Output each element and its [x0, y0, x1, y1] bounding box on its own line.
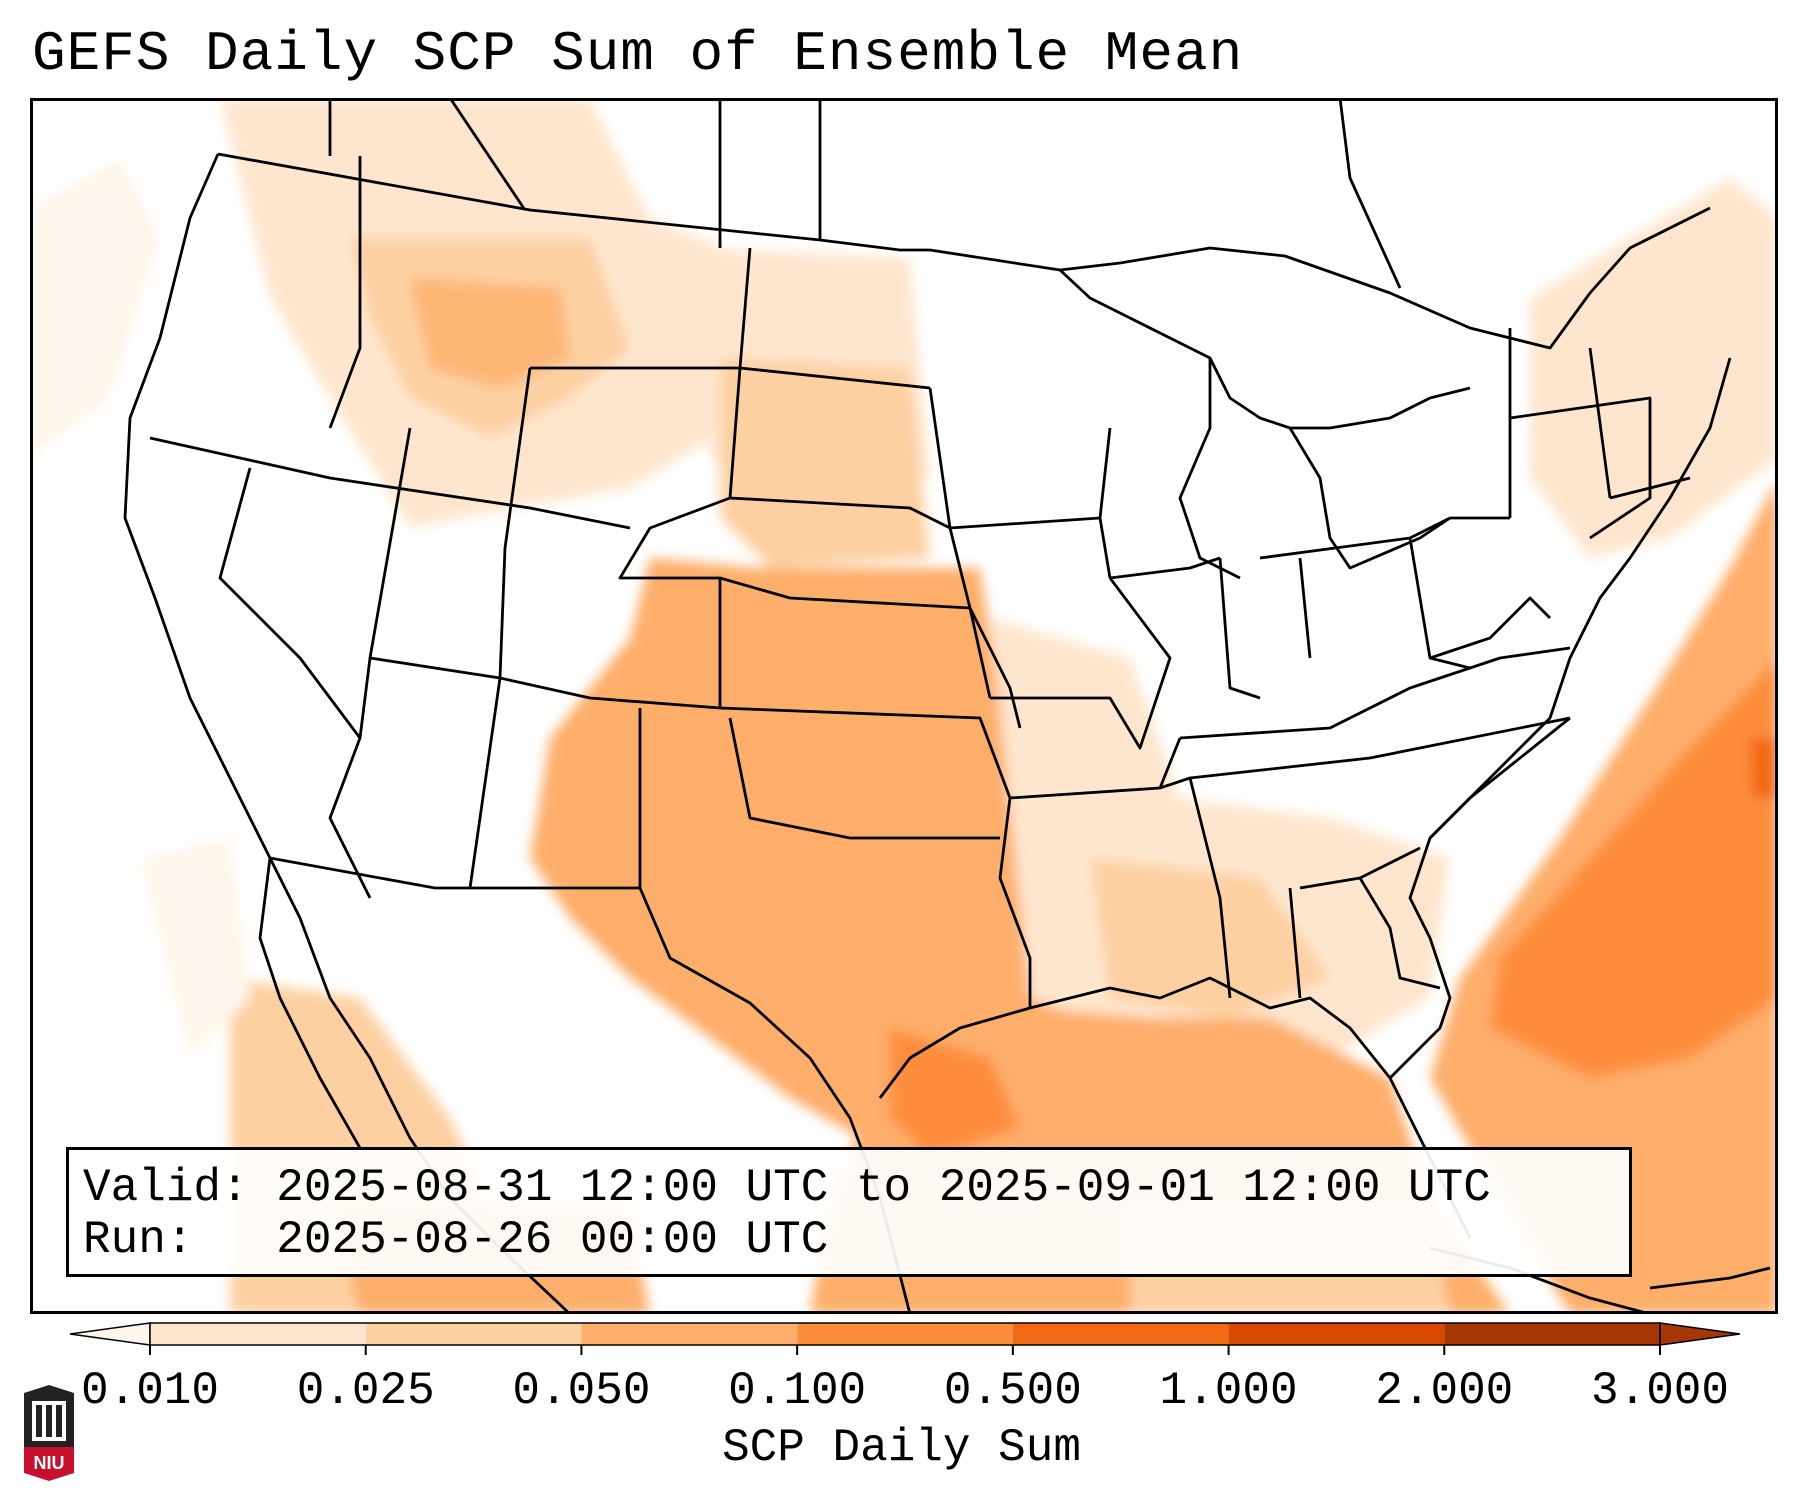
colorbar-label: SCP Daily Sum — [722, 1422, 1081, 1474]
colorbar-swatch — [150, 1323, 366, 1345]
colorbar-swatch — [581, 1323, 798, 1345]
colorbar-swatch — [1444, 1323, 1660, 1345]
colorbar-tick-label: 0.100 — [728, 1365, 866, 1417]
colorbar-swatch — [797, 1323, 1013, 1345]
valid-label: Valid: — [83, 1162, 249, 1214]
colorbar-tick-label: 3.000 — [1591, 1365, 1729, 1417]
run-value: 2025-08-26 00:00 UTC — [276, 1214, 829, 1266]
colorbar-ticks: 0.010 0.025 0.050 0.100 0.500 1.000 2.000 3.000 — [81, 1345, 1729, 1417]
colorbar-tick-label: 0.025 — [297, 1365, 435, 1417]
colorbar-swatches — [69, 1322, 1741, 1346]
valid-time-box: Valid: 2025-08-31 12:00 UTC to 2025-09-0… — [66, 1147, 1632, 1277]
run-label: Run: — [83, 1214, 194, 1266]
colorbar-swatch — [1012, 1323, 1229, 1345]
colorbar: 0.010 0.025 0.050 0.100 0.500 1.000 2.000 3.000 — [69, 1322, 1741, 1417]
valid-value: 2025-08-31 12:00 UTC to 2025-09-01 12:00… — [276, 1162, 1491, 1214]
map-title: GEFS Daily SCP Sum of Ensemble Mean — [32, 22, 1244, 86]
logo-text: NIU — [34, 1453, 65, 1473]
colorbar-swatch — [1228, 1323, 1445, 1345]
colorbar-swatch — [365, 1323, 582, 1345]
colorbar-extend-high — [1659, 1322, 1741, 1346]
university-seal-icon: NIU — [24, 1385, 74, 1481]
run-time-line: Run: 2025-08-26 00:00 UTC — [83, 1214, 828, 1266]
political-boundaries — [123, 98, 1732, 1314]
colorbar-extend-low — [69, 1322, 151, 1346]
colorbar-tick-label: 1.000 — [1160, 1365, 1298, 1417]
valid-time-line: Valid: 2025-08-31 12:00 UTC to 2025-09-0… — [83, 1162, 1491, 1214]
scp-map — [30, 98, 1778, 1314]
colorbar-tick-label: 0.010 — [81, 1365, 219, 1417]
colorbar-tick-label: 0.050 — [512, 1365, 650, 1417]
colorbar-frame — [149, 1322, 1661, 1346]
colorbar-tick-label: 0.500 — [944, 1365, 1082, 1417]
map-frame — [30, 98, 1778, 1314]
colorbar-tick-label: 2.000 — [1375, 1365, 1513, 1417]
